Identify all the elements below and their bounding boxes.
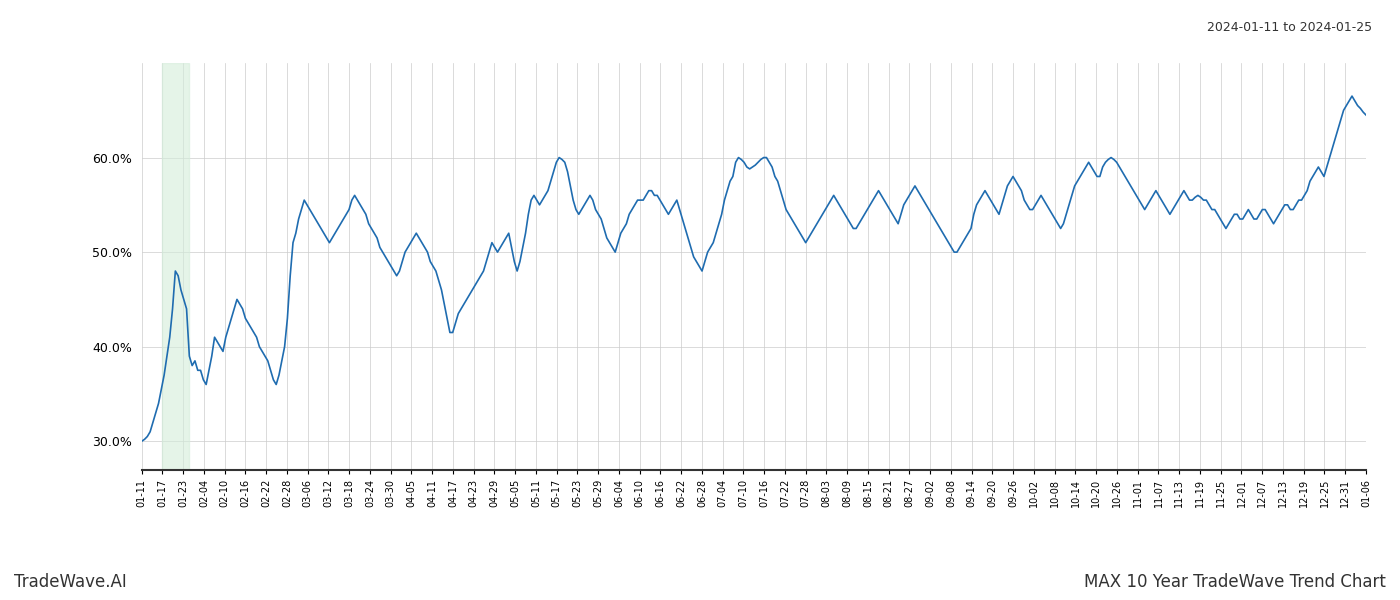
Text: MAX 10 Year TradeWave Trend Chart: MAX 10 Year TradeWave Trend Chart xyxy=(1084,573,1386,591)
Bar xyxy=(162,63,189,470)
Text: TradeWave.AI: TradeWave.AI xyxy=(14,573,127,591)
Text: 2024-01-11 to 2024-01-25: 2024-01-11 to 2024-01-25 xyxy=(1207,21,1372,34)
